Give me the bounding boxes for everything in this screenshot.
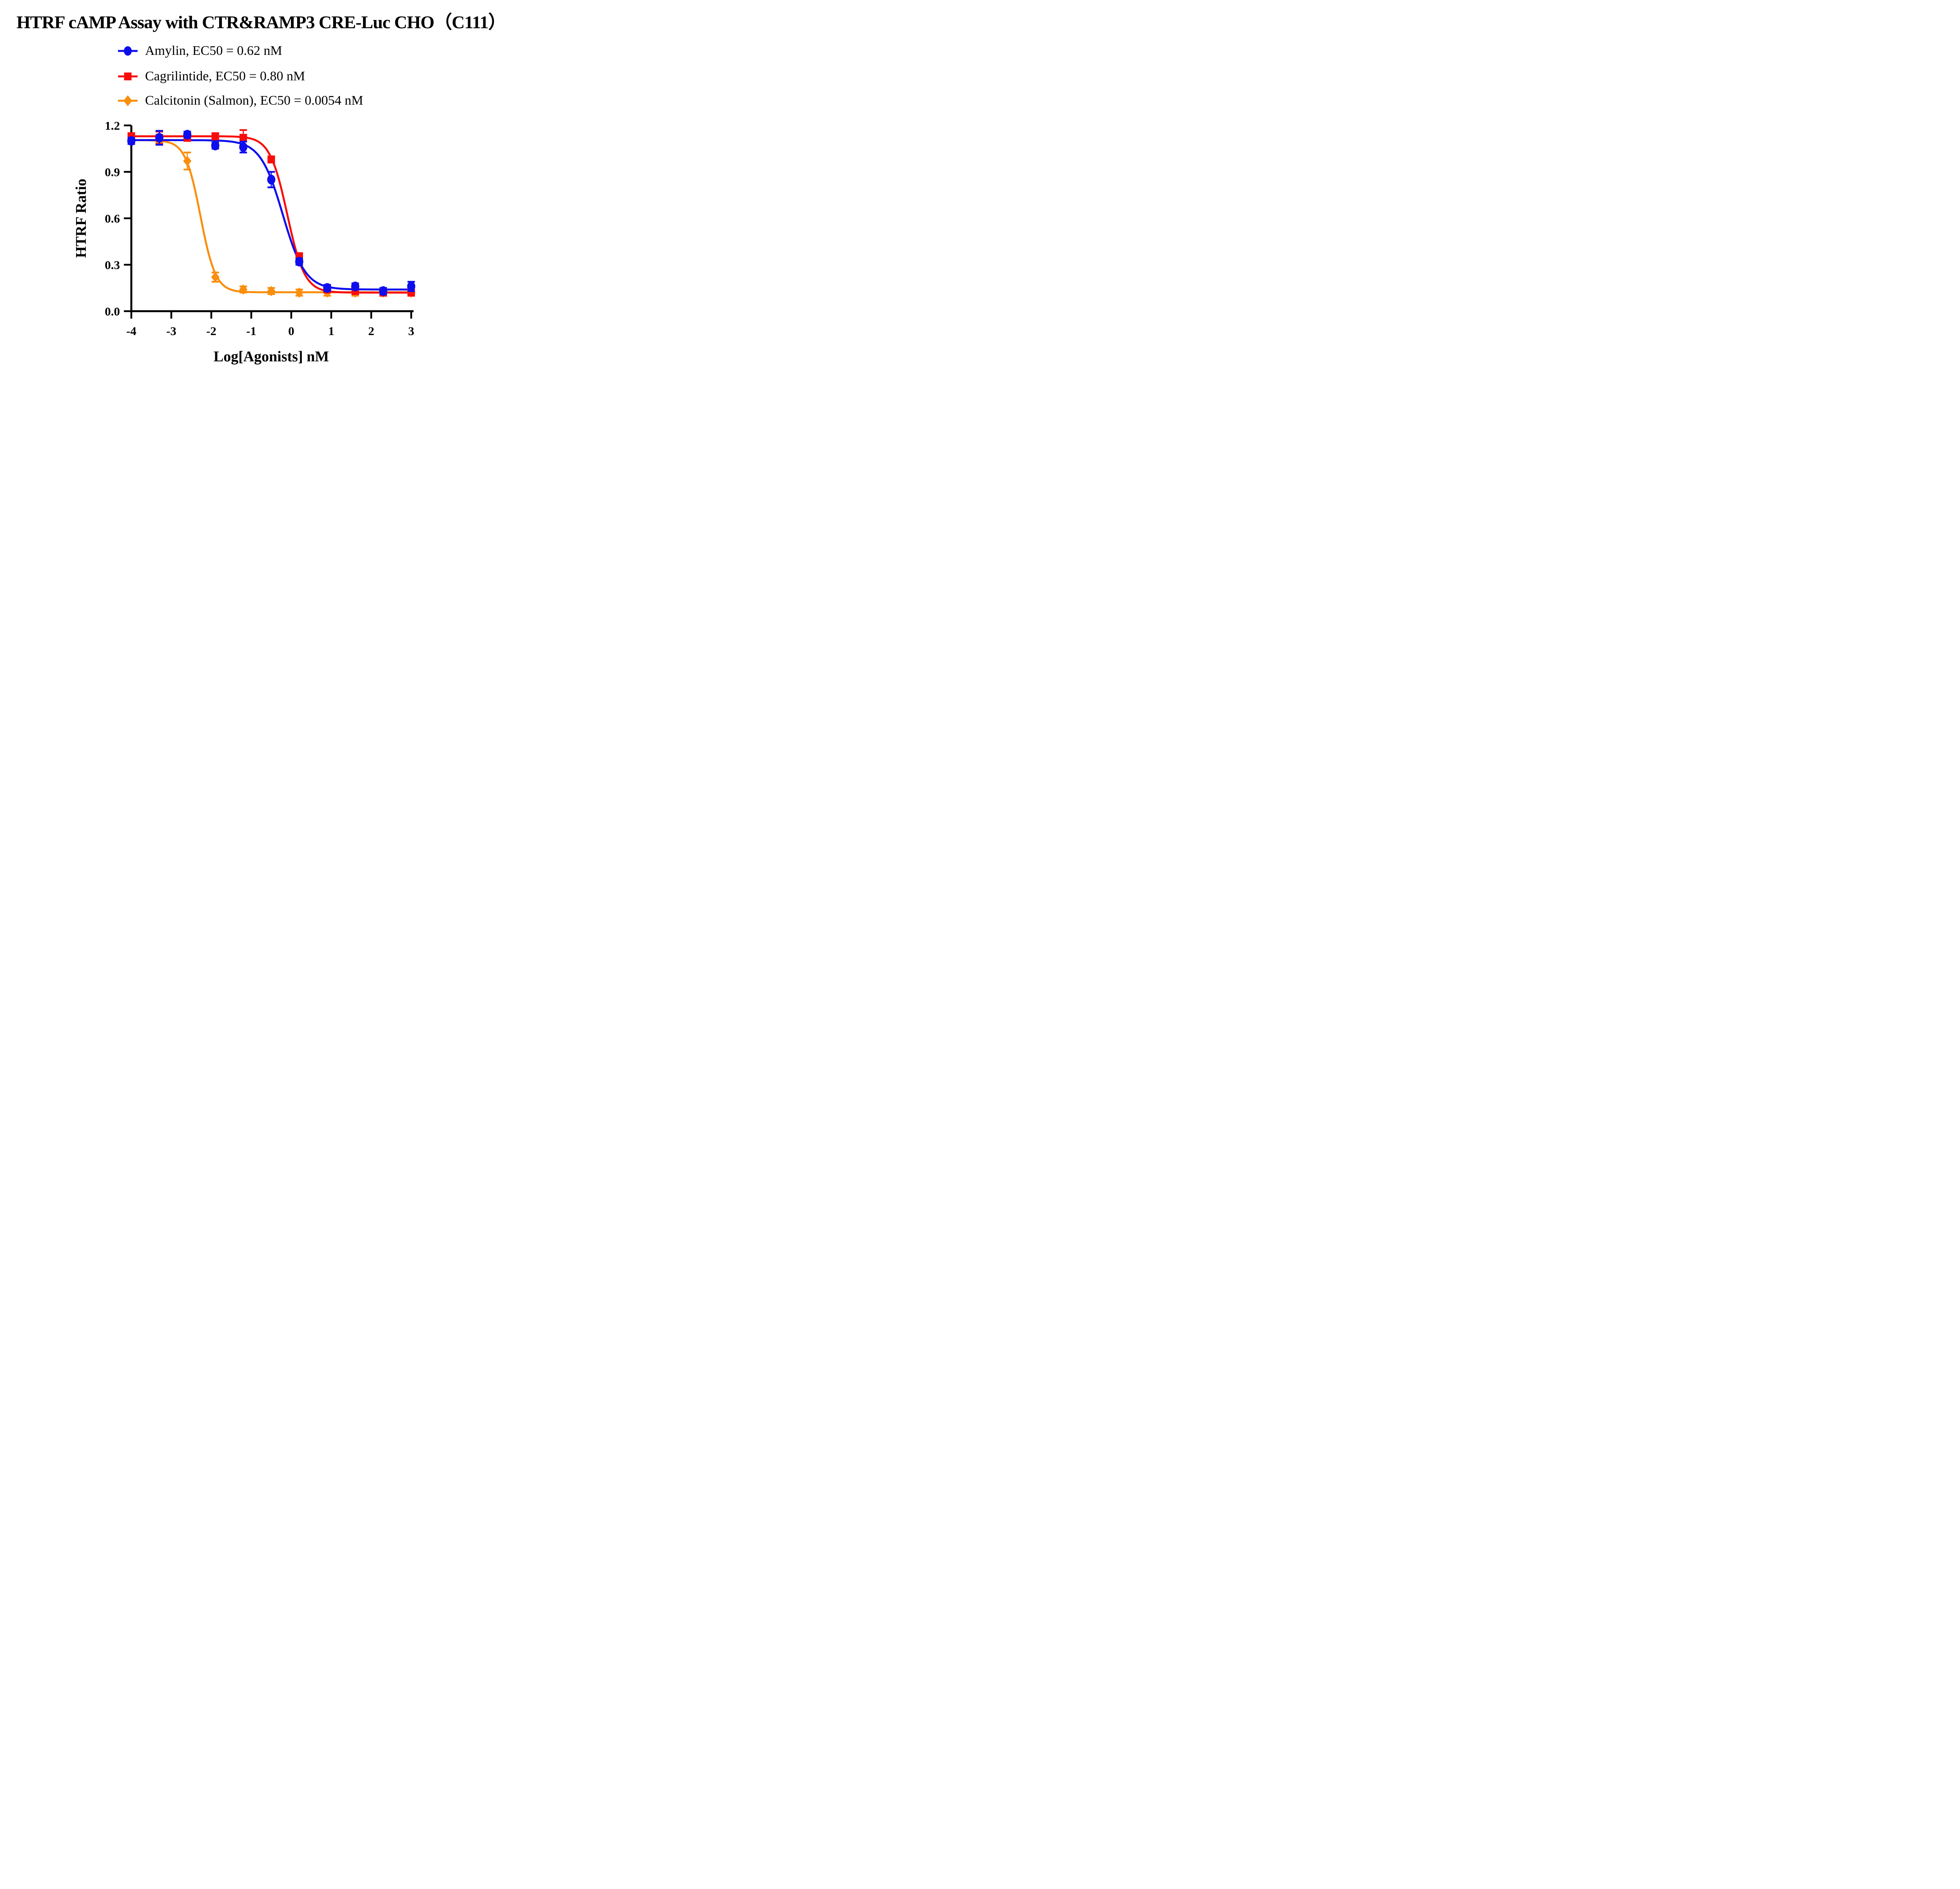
series-cagrilintide <box>127 129 415 297</box>
data-point-marker <box>267 155 275 163</box>
diamond-marker-icon <box>118 95 138 106</box>
data-point-marker <box>155 133 163 143</box>
legend-item-cagrilintide: Cagrilintide, EC50 = 0.80 nM <box>118 69 305 84</box>
data-point-marker <box>295 257 303 266</box>
legend-item-calcitonin: Calcitonin (Salmon), EC50 = 0.0054 nM <box>118 93 363 109</box>
data-point-marker <box>379 286 387 296</box>
data-point-marker <box>211 140 220 150</box>
series-amylin <box>127 130 416 296</box>
data-point-marker <box>407 281 416 292</box>
x-axis-title: Log[Agonists] nM <box>214 348 329 365</box>
square-marker-icon <box>118 73 138 80</box>
dose-response-plot: 0.0 0.3 0.6 0.9 1.2 -4 -3 -2 -1 0 1 2 3 Log[Agonists]… <box>73 119 416 365</box>
legend-label-amylin: Amylin, EC50 = 0.62 nM <box>145 44 282 58</box>
x-tick-label: 3 <box>408 324 414 338</box>
y-tick-label: 0.3 <box>105 258 120 272</box>
data-point-marker <box>240 134 247 142</box>
y-axis-title: HTRF Ratio <box>73 179 89 258</box>
data-point-marker <box>239 284 248 295</box>
data-point-marker <box>351 281 359 292</box>
axes <box>130 125 414 312</box>
y-tick-label: 0.0 <box>105 305 120 318</box>
data-point-marker <box>267 174 276 185</box>
x-tick-label: 0 <box>288 324 294 338</box>
legend-label-cagrilintide: Cagrilintide, EC50 = 0.80 nM <box>145 69 305 83</box>
y-tick-label: 0.9 <box>105 165 120 179</box>
legend-label-calcitonin: Calcitonin (Salmon), EC50 = 0.0054 nM <box>145 93 363 108</box>
legend-item-amylin: Amylin, EC50 = 0.62 nM <box>118 43 282 59</box>
ticks: 0.0 0.3 0.6 0.9 1.2 -4 -3 -2 -1 0 1 2 3 <box>105 119 414 338</box>
data-point-marker <box>267 286 276 296</box>
data-point-marker <box>211 132 219 140</box>
data-point-marker <box>183 130 192 140</box>
x-tick-label: -1 <box>246 324 256 338</box>
data-point-marker <box>183 156 192 167</box>
circle-marker-icon <box>118 46 138 56</box>
data-point-marker <box>323 283 332 293</box>
x-tick-label: -4 <box>126 324 136 338</box>
x-tick-label: 2 <box>368 324 374 338</box>
x-tick-label: -3 <box>166 324 176 338</box>
y-tick-label: 1.2 <box>105 119 120 132</box>
data-point-marker <box>295 287 303 298</box>
figure-canvas: HTRF cAMP Assay with CTR&RAMP3 CRE-Luc C… <box>0 0 541 378</box>
y-tick-label: 0.6 <box>105 212 120 225</box>
data-point-marker <box>127 136 136 146</box>
x-tick-label: -2 <box>206 324 216 338</box>
chart-title: HTRF cAMP Assay with CTR&RAMP3 CRE-Luc C… <box>16 12 506 32</box>
x-tick-label: 1 <box>328 324 334 338</box>
data-point-marker <box>211 272 220 283</box>
data-point-marker <box>239 142 247 152</box>
